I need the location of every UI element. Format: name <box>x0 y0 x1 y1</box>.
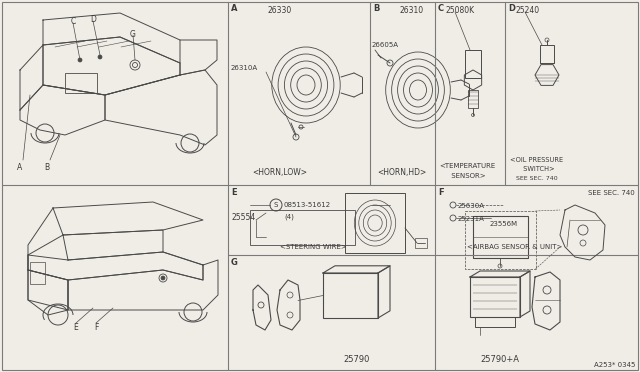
Text: 26330: 26330 <box>268 6 292 15</box>
Circle shape <box>78 58 82 62</box>
Text: 25630A: 25630A <box>458 203 485 209</box>
Text: 26310A: 26310A <box>231 65 258 71</box>
Text: <STEERING WIRE>: <STEERING WIRE> <box>280 244 346 250</box>
Text: B: B <box>44 163 49 172</box>
Bar <box>540 45 554 63</box>
Text: <HORN,HD>: <HORN,HD> <box>378 168 427 177</box>
Text: 26310: 26310 <box>400 6 424 15</box>
Bar <box>30 262 45 284</box>
Text: SEE SEC. 740: SEE SEC. 740 <box>588 190 635 196</box>
Text: SWITCH>: SWITCH> <box>519 166 555 172</box>
Bar <box>345 193 405 253</box>
Text: 26605A: 26605A <box>372 42 399 48</box>
Text: SEE SEC. 740: SEE SEC. 740 <box>516 176 558 181</box>
Bar <box>465 211 536 269</box>
Bar <box>465 50 481 78</box>
Text: 25790: 25790 <box>343 355 370 364</box>
Text: 25240: 25240 <box>515 6 539 15</box>
Bar <box>468 90 478 108</box>
Text: G: G <box>231 258 238 267</box>
Text: D: D <box>90 15 96 24</box>
Text: 25790+A: 25790+A <box>481 355 520 364</box>
Text: (4): (4) <box>284 213 294 219</box>
Text: 25554: 25554 <box>231 213 255 222</box>
Text: E: E <box>74 323 78 332</box>
Text: A253* 0345: A253* 0345 <box>594 362 635 368</box>
Text: A: A <box>231 4 237 13</box>
Text: 08513-51612: 08513-51612 <box>284 202 331 208</box>
Text: F: F <box>94 323 98 332</box>
Text: C: C <box>438 4 444 13</box>
Text: A: A <box>17 163 22 172</box>
Text: <HORN,LOW>: <HORN,LOW> <box>253 168 307 177</box>
Text: F: F <box>438 188 444 197</box>
Text: B: B <box>373 4 380 13</box>
Bar <box>323 273 378 318</box>
Bar <box>475 317 515 327</box>
Text: 25231A: 25231A <box>458 216 485 222</box>
Text: 25080K: 25080K <box>445 6 474 15</box>
Text: <AIRBAG SENSOR & UNIT>: <AIRBAG SENSOR & UNIT> <box>467 244 563 250</box>
Bar <box>250 210 355 245</box>
Bar <box>65 73 97 93</box>
Text: C: C <box>70 17 76 26</box>
Text: SENSOR>: SENSOR> <box>449 173 485 179</box>
Text: E: E <box>231 188 237 197</box>
Text: D: D <box>508 4 515 13</box>
Bar <box>470 277 520 317</box>
Circle shape <box>98 55 102 59</box>
Text: 23556M: 23556M <box>490 221 518 227</box>
Text: G: G <box>130 30 136 39</box>
Bar <box>415 238 427 248</box>
Circle shape <box>161 276 165 280</box>
Text: <TEMPERATURE: <TEMPERATURE <box>439 163 495 169</box>
Text: S: S <box>274 202 278 208</box>
Bar <box>472 216 527 258</box>
Text: <OIL PRESSURE: <OIL PRESSURE <box>511 157 564 163</box>
